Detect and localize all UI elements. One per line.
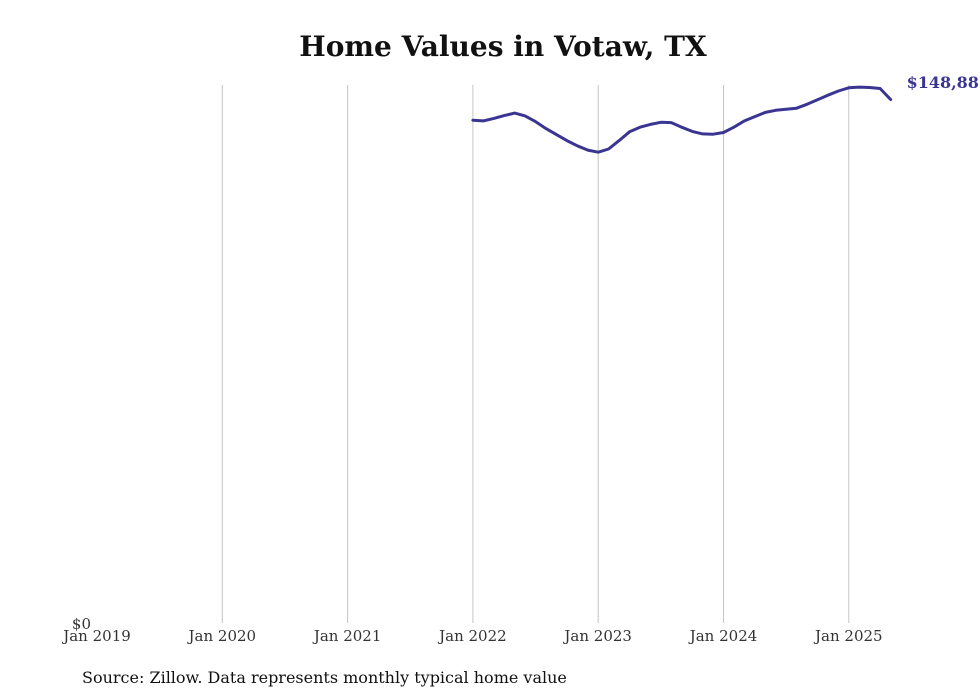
y-tick-label: $0 [72,615,91,633]
x-tick-label: Jan 2022 [437,627,507,645]
series-line [471,85,893,154]
x-tick-label: Jan 2024 [688,627,758,645]
x-tick-label: Jan 2021 [312,627,382,645]
end-value-label: $148,88 [907,73,979,92]
chart-title: Home Values in Votaw, TX [299,30,707,63]
x-tick-label: Jan 2020 [187,627,257,645]
x-tick-label: Jan 2025 [813,627,883,645]
source-note: Source: Zillow. Data represents monthly … [82,668,567,687]
gridlines [221,85,850,623]
x-tick-label: Jan 2019 [61,627,131,645]
x-tick-label: Jan 2023 [562,627,632,645]
series-layer [471,85,893,154]
axis-labels: Jan 2019 Jan 2020 Jan 2021 Jan 2022 Jan 2023… [61,73,979,645]
